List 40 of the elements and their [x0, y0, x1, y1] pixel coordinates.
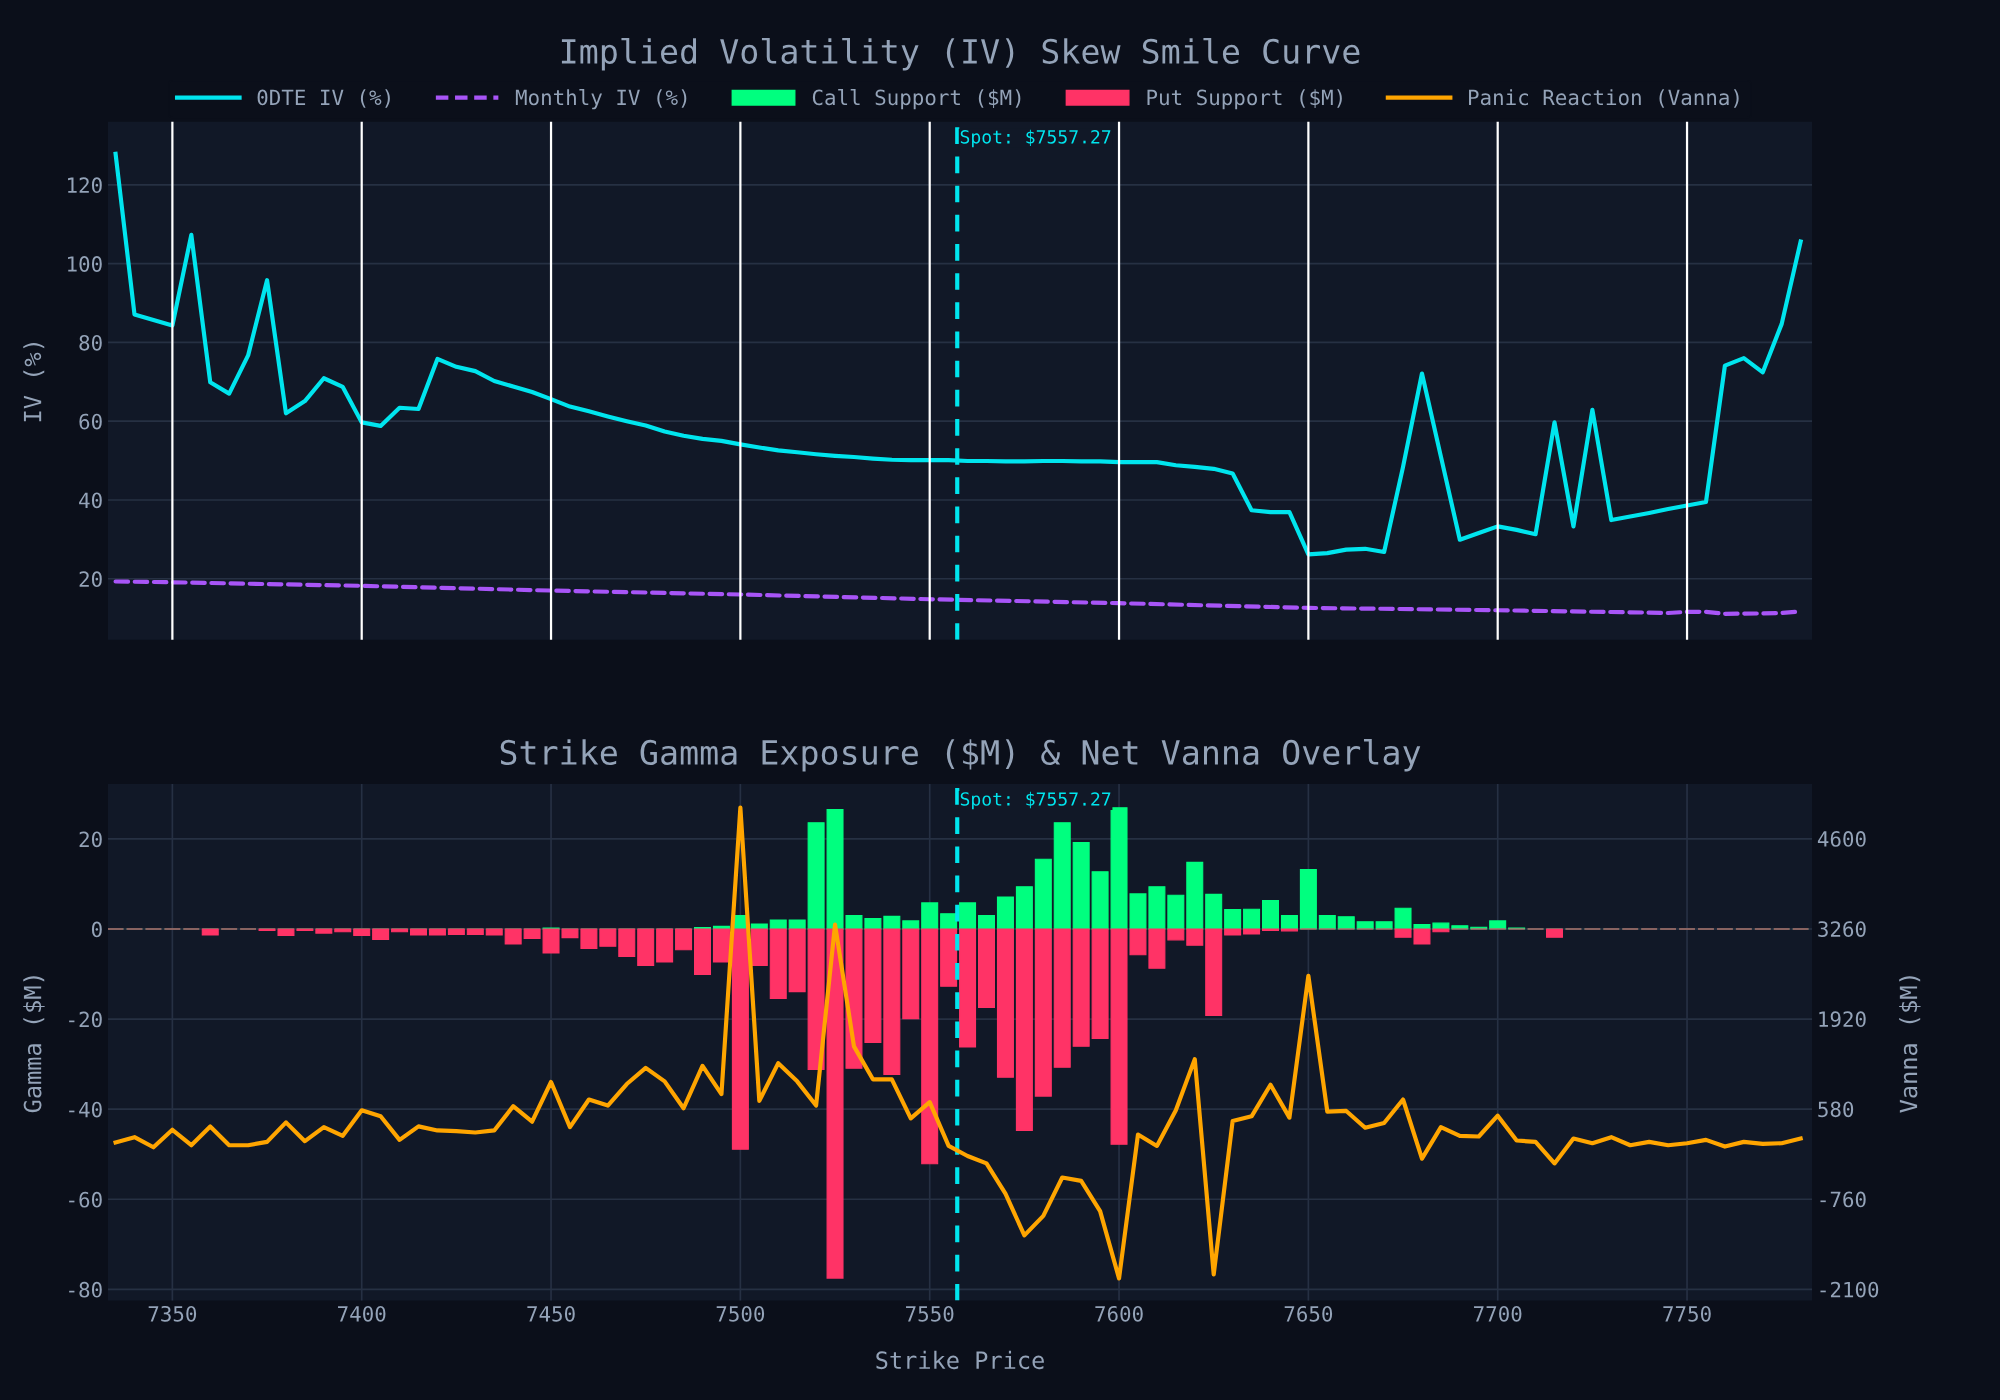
- y2-tick-label: 4600: [1817, 831, 1866, 847]
- y-tick-label: 80: [79, 334, 102, 351]
- y2-tick-label: 580: [1818, 1101, 1854, 1118]
- y-tick-label: -40: [69, 1101, 102, 1118]
- y2-tick-label: 3260: [1818, 921, 1866, 937]
- y-tick-label: -60: [69, 1191, 102, 1208]
- y-axis-title: Gamma ($M): [23, 976, 45, 1113]
- x-tick-label: 7750: [1663, 1305, 1711, 1322]
- y-tick-label: -20: [69, 1011, 102, 1028]
- y-tick-label: 60: [79, 413, 102, 430]
- chart-title: Implied Volatility (IV) Skew Smile Curve: [561, 37, 1360, 71]
- y-tick-label: 120: [68, 177, 102, 194]
- y-tick-label: 20: [79, 831, 102, 848]
- x-tick-label: 7400: [338, 1305, 386, 1322]
- y-tick-label: -80: [69, 1281, 102, 1298]
- x-tick-label: 7600: [1095, 1305, 1143, 1322]
- legend-label: Monthly IV (%): [515, 89, 687, 110]
- x-tick-label: 7350: [148, 1305, 197, 1322]
- y-tick-label: 40: [79, 492, 102, 509]
- y-axis-title: IV (%): [23, 343, 45, 422]
- y2-tick-label: -760: [1820, 1191, 1866, 1208]
- y2-tick-label: 1920: [1819, 1011, 1866, 1028]
- y2-tick-label: -2100: [1820, 1281, 1879, 1298]
- legend-label: Put Support ($M): [1147, 89, 1342, 110]
- ref-line-label: Spot: $7557.27: [960, 791, 1111, 810]
- y-tick-label: 20: [79, 571, 102, 588]
- x-tick-label: 7500: [716, 1305, 765, 1322]
- y2-axis-title: Vanna ($M): [1899, 976, 1921, 1113]
- x-tick-label: 7450: [527, 1305, 575, 1322]
- x-tick-label: 7550: [906, 1305, 954, 1322]
- x-tick-label: 7700: [1474, 1305, 1522, 1322]
- x-tick-label: 7650: [1284, 1305, 1333, 1322]
- y-tick-label: 0: [91, 921, 102, 938]
- y-tick-label: 100: [68, 256, 102, 272]
- legend-label: Call Support ($M): [812, 89, 1021, 110]
- ref-line-label: Spot: $7557.27: [960, 129, 1111, 148]
- chart-title: Strike Gamma Exposure ($M) & Net Vanna Overlay: [500, 739, 1421, 772]
- legend-label: 0DTE IV (%): [257, 89, 390, 108]
- legend-label: Panic Reaction (Vanna): [1469, 89, 1739, 108]
- x-axis-title: Strike Price: [876, 1350, 1044, 1370]
